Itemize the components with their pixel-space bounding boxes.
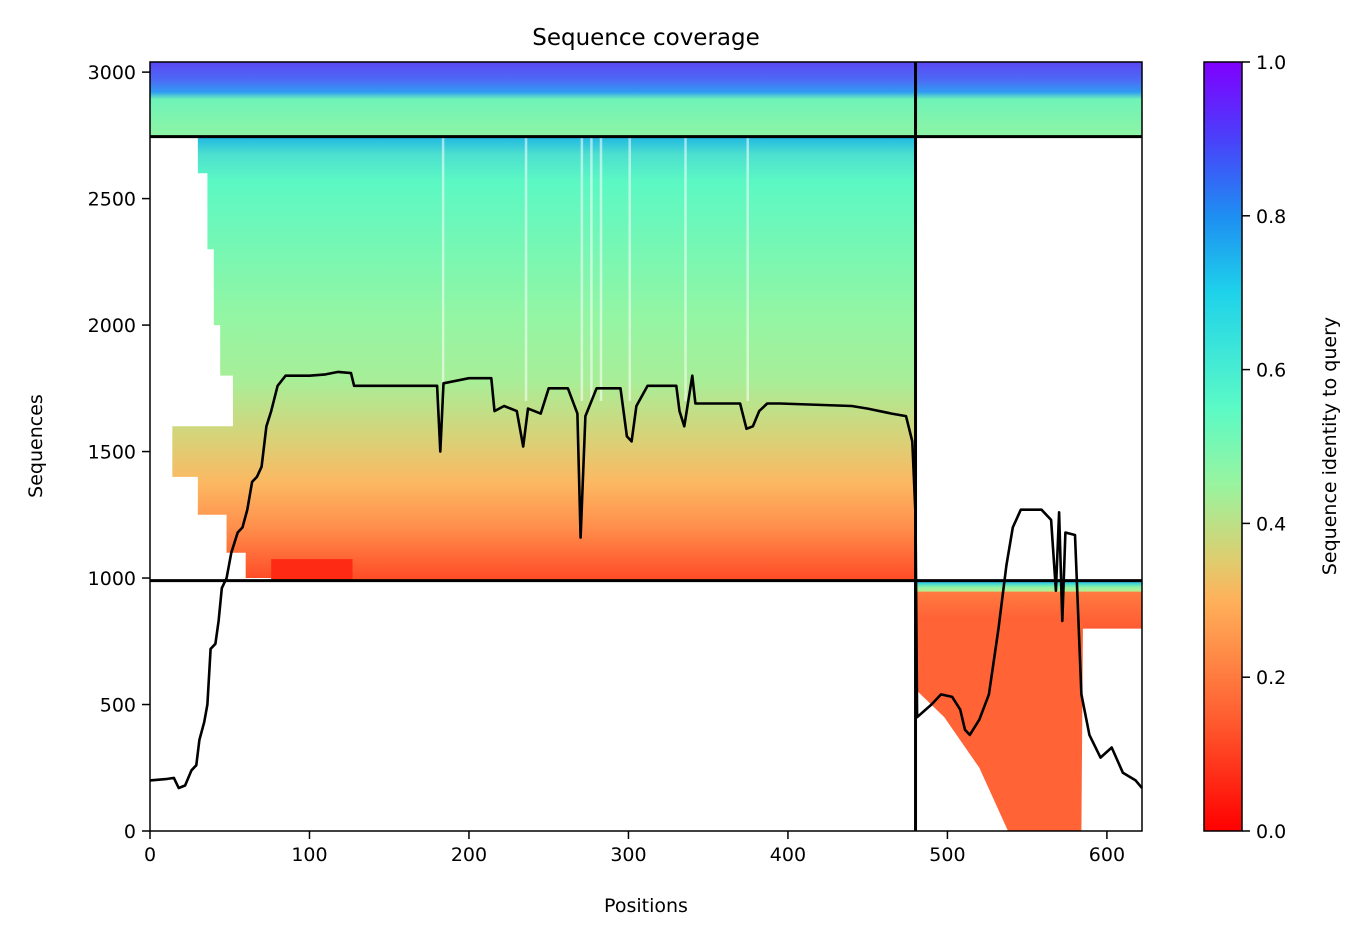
x-tick-label: 200	[451, 844, 487, 866]
x-tick-label: 600	[1089, 844, 1125, 866]
heatmap-gap-streak	[746, 136, 749, 401]
y-tick-label: 2000	[88, 315, 136, 337]
y-tick-label: 1500	[88, 442, 136, 464]
heatmap-block-main	[172, 136, 916, 581]
heatmap-gap-streak	[580, 136, 584, 401]
colorbar-tick-label: 0.6	[1256, 360, 1286, 382]
heatmap-gap-streak	[628, 136, 631, 401]
x-axis-label: Positions	[604, 895, 688, 917]
heatmap-gap-streak	[524, 136, 528, 401]
colorbar-tick-label: 0.8	[1256, 206, 1286, 228]
colorbar-tick-label: 0.4	[1256, 513, 1286, 535]
y-tick-label: 2500	[88, 189, 136, 211]
heatmap-gap-streak	[599, 136, 603, 401]
heatmap-gap-streak	[441, 136, 445, 401]
colorbar-tick-label: 0.2	[1256, 667, 1286, 689]
colorbar-label: Sequence identity to query	[1319, 317, 1341, 575]
y-tick-label: 3000	[88, 62, 136, 84]
heatmap-block-lower-right-top	[915, 580, 1142, 629]
chart-title: Sequence coverage	[532, 25, 760, 51]
heatmap-gap-streak	[684, 136, 687, 401]
heatmap-gap-streak	[590, 136, 593, 401]
x-tick-label: 400	[770, 844, 806, 866]
plot-frame	[149, 61, 1143, 832]
heatmap-block-upper-left	[150, 62, 916, 137]
x-tick-label: 300	[610, 844, 646, 866]
y-axis-label: Sequences	[25, 394, 47, 498]
y-tick-label: 500	[100, 695, 136, 717]
msa-heatmap	[150, 62, 1142, 831]
colorbar	[1203, 61, 1243, 832]
heatmap-block-lower-right-fan	[915, 621, 1083, 831]
y-tick-label: 0	[124, 821, 136, 843]
x-axis-ticks: 0 100 200 300 400 500 600	[144, 831, 1125, 866]
colorbar-tick-label: 1.0	[1256, 52, 1286, 74]
y-axis-ticks: 0 500 1000 1500 2000 2500 3000	[88, 62, 150, 843]
heatmap-low-identity-cluster	[271, 559, 353, 580]
x-tick-label: 100	[291, 844, 327, 866]
x-tick-label: 0	[144, 844, 156, 866]
colorbar-ticks: 0.0 0.2 0.4 0.6 0.8 1.0	[1242, 52, 1286, 843]
x-tick-label: 500	[929, 844, 965, 866]
y-tick-label: 1000	[88, 568, 136, 590]
coverage-line	[149, 370, 1143, 790]
colorbar-tick-label: 0.0	[1256, 821, 1286, 843]
heatmap-block-upper-right	[915, 62, 1142, 137]
